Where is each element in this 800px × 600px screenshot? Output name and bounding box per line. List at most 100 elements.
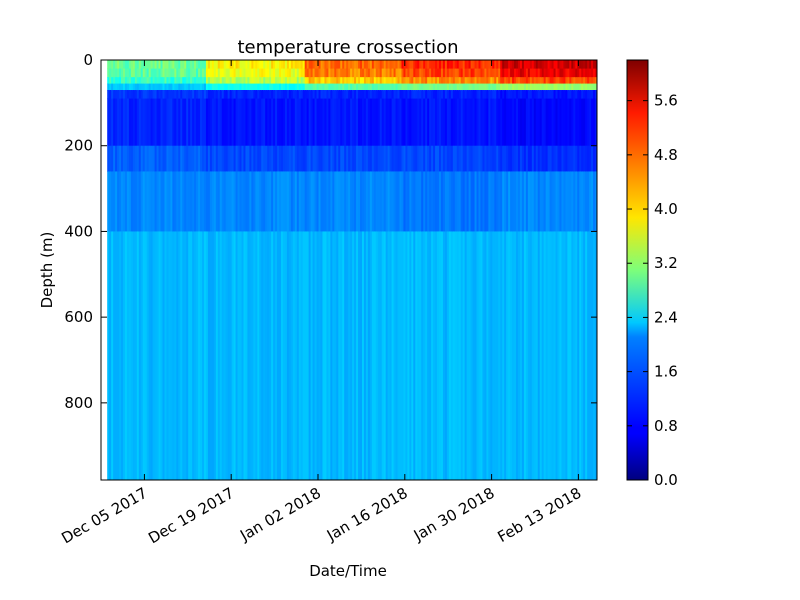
heatmap-cell (375, 83, 379, 91)
heatmap-cell (225, 68, 229, 78)
heatmap-cell (107, 171, 110, 232)
heatmap-cell (456, 83, 460, 91)
heatmap-cell (545, 98, 549, 147)
heatmap-cell (431, 68, 434, 78)
heatmap-cell (523, 145, 527, 172)
heatmap-cell (235, 83, 239, 91)
heatmap-cell (190, 145, 193, 172)
heatmap-cell (338, 60, 341, 70)
heatmap-cell (506, 60, 509, 70)
heatmap-cell (107, 145, 110, 172)
heatmap-cell (476, 90, 480, 100)
heatmap-cell (500, 83, 503, 91)
heatmap-cell (152, 68, 156, 78)
heatmap-cell (243, 231, 247, 480)
heatmap-cell (142, 98, 146, 147)
heatmap-cell (168, 77, 172, 85)
heatmap-cell (322, 90, 326, 100)
heatmap-cell (239, 98, 243, 147)
heatmap-cell (211, 145, 215, 172)
heatmap-cell (182, 68, 185, 78)
heatmap-cell (231, 145, 235, 172)
heatmap-cell (119, 90, 122, 100)
heatmap-cell (391, 83, 395, 91)
heatmap-cell (581, 77, 584, 85)
heatmap-cell (221, 77, 225, 85)
heatmap-cell (472, 171, 476, 232)
heatmap-cell (237, 145, 241, 172)
heatmap-cell (348, 98, 351, 147)
heatmap-cell (575, 145, 578, 172)
heatmap-cell (571, 60, 574, 70)
heatmap-cell (377, 231, 381, 480)
heatmap-cell (521, 68, 525, 78)
heatmap-cell (160, 83, 164, 91)
heatmap-cell (583, 98, 586, 147)
heatmap-cell (259, 68, 262, 78)
heatmap-cell (435, 90, 438, 100)
heatmap-cell (397, 68, 401, 78)
heatmap-cell (440, 98, 444, 147)
heatmap-cell (225, 145, 229, 172)
heatmap-cell (124, 145, 128, 172)
heatmap-cell (543, 68, 547, 78)
heatmap-cell (288, 98, 292, 147)
heatmap-cell (152, 83, 156, 91)
heatmap-cell (358, 231, 361, 480)
heatmap-cell (134, 83, 138, 91)
heatmap-cell (207, 83, 211, 91)
heatmap-cell (482, 90, 486, 100)
heatmap-cell (433, 60, 436, 70)
heatmap-cell (300, 83, 304, 91)
heatmap-cell (273, 60, 276, 70)
heatmap-cell (393, 90, 397, 100)
heatmap-cell (340, 77, 343, 85)
heatmap-cell (482, 68, 486, 78)
heatmap-cell (154, 98, 158, 147)
heatmap-cell (144, 90, 148, 100)
heatmap-cell (529, 145, 533, 172)
heatmap-cell (294, 68, 298, 78)
heatmap-cell (286, 171, 290, 232)
heatmap-cell (231, 60, 235, 70)
heatmap-cell (437, 98, 440, 147)
heatmap-cell (365, 77, 369, 85)
heatmap-cell (363, 83, 367, 91)
heatmap-cell (360, 145, 363, 172)
heatmap-cell (316, 77, 320, 85)
heatmap-cell (405, 90, 408, 100)
heatmap-cell (415, 98, 418, 147)
heatmap-cell (571, 68, 574, 78)
heatmap-cell (559, 171, 563, 232)
heatmap-cell (472, 68, 476, 78)
heatmap-cell (361, 98, 365, 147)
heatmap-cell (196, 83, 199, 91)
heatmap-cell (591, 98, 594, 147)
heatmap-cell (227, 77, 231, 85)
heatmap-cell (360, 90, 363, 100)
heatmap-cell (450, 231, 454, 480)
heatmap-cell (241, 83, 245, 91)
heatmap-cell (389, 83, 393, 91)
heatmap-cell (132, 68, 136, 78)
heatmap-cell (308, 171, 312, 232)
heatmap-cell (356, 231, 359, 480)
heatmap-cell (138, 68, 142, 78)
heatmap-cell (273, 77, 276, 85)
heatmap-cell (407, 231, 410, 480)
heatmap-cell (188, 171, 191, 232)
heatmap-cell (450, 60, 454, 70)
heatmap-cell (437, 60, 440, 70)
heatmap-cell (286, 77, 290, 85)
heatmap-cell (140, 145, 144, 172)
heatmap-cell (134, 171, 138, 232)
heatmap-cell (510, 171, 513, 232)
heatmap-cell (279, 68, 282, 78)
heatmap-cell (203, 171, 207, 232)
heatmap-cell (223, 90, 227, 100)
heatmap-cell (431, 60, 434, 70)
heatmap-cell (304, 77, 308, 85)
heatmap-cell (196, 171, 199, 232)
heatmap-cell (249, 83, 252, 91)
heatmap-cell (166, 171, 170, 232)
